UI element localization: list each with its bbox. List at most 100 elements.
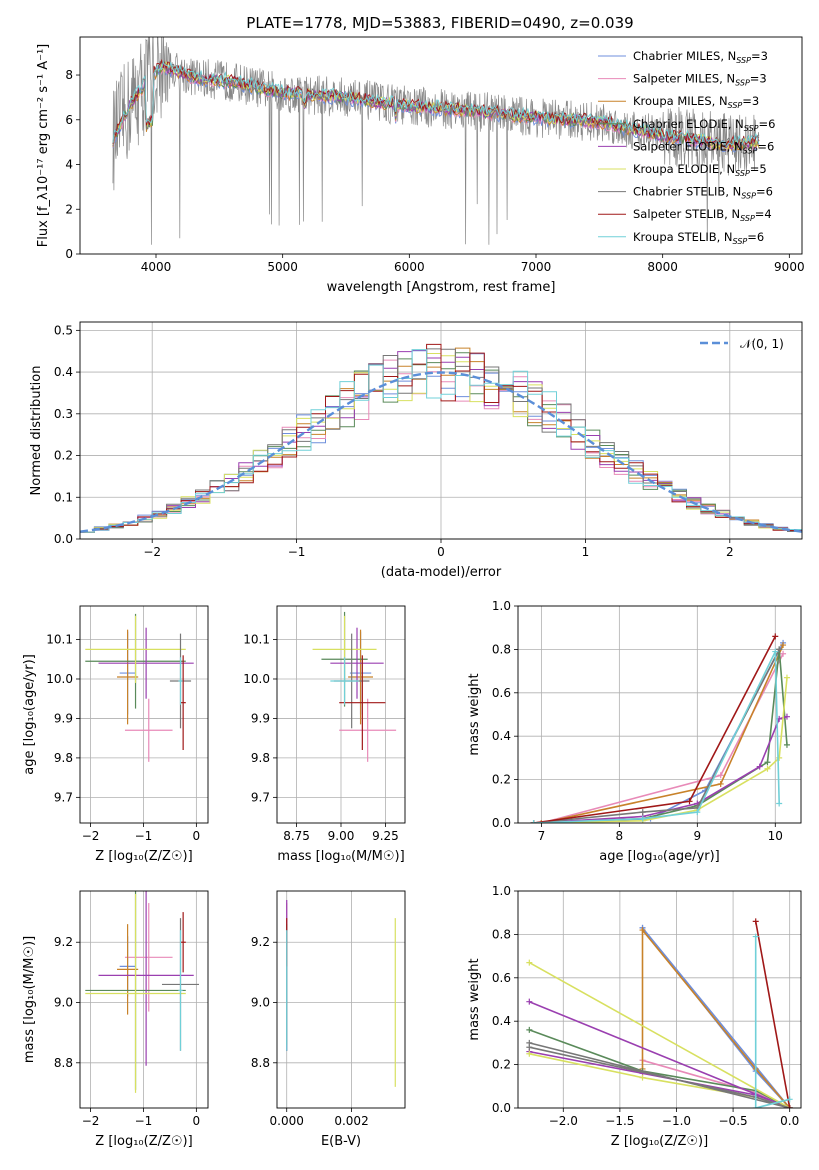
normal-reference-curve xyxy=(80,371,802,533)
errorbar-point xyxy=(98,627,194,699)
y-tick-label: 2 xyxy=(65,202,73,216)
legend-entry: Kroupa ELODIE, NSSP=5 xyxy=(633,162,767,178)
weight-marker xyxy=(752,933,759,940)
x-tick-label: −1.0 xyxy=(662,1114,691,1128)
plot-area xyxy=(286,900,396,1087)
x-axis-label: Z [log₁₀(Z/Z☉)] xyxy=(611,1134,708,1149)
errorbar-point xyxy=(117,924,139,1015)
legend-label-value: =4 xyxy=(755,207,772,221)
y-axis-label: age [log₁₀(age/yr)] xyxy=(22,654,37,775)
legend-label-text: Kroupa ELODIE, N xyxy=(633,162,735,176)
weight-marker xyxy=(530,820,537,823)
legend-label-text: Chabrier ELODIE, N xyxy=(633,117,744,131)
y-tick-label: 0.8 xyxy=(492,927,511,941)
weight-marker xyxy=(694,809,701,816)
legend-label-text: Salpeter ELODIE, N xyxy=(633,139,743,153)
panel-weight_vs_age: 7 8 9 10 0.0 0.2 0.4 0.6 0.8 1.0 age [log₁₀(age/yr… xyxy=(467,599,802,864)
x-tick-label: 4000 xyxy=(141,260,172,274)
y-tick-label: 1.0 xyxy=(492,884,511,898)
legend-label-subscript: SSP xyxy=(735,169,750,178)
y-tick-label: 9.8 xyxy=(251,751,270,765)
x-tick-label: 0 xyxy=(437,545,445,559)
legend-entry: Chabrier MILES, NSSP=3 xyxy=(633,49,768,65)
y-tick-label: 10.1 xyxy=(46,633,73,647)
weight-marker xyxy=(526,959,533,966)
x-tick-label: −2 xyxy=(82,1114,100,1128)
legend-label-subscript: SSP xyxy=(740,214,755,223)
weight-series-line xyxy=(528,961,791,1108)
legend-label-subscript: SSP xyxy=(741,192,756,201)
y-tick-label: 0.6 xyxy=(492,971,511,985)
weight-series-line xyxy=(529,1042,790,1108)
x-tick-label: 5000 xyxy=(267,260,298,274)
grid-lines xyxy=(80,606,208,823)
weight-marker xyxy=(752,918,759,925)
axes-frame xyxy=(517,890,802,1109)
legend-label-subscript: SSP xyxy=(735,79,750,88)
plot-area xyxy=(526,918,793,1108)
weight-marker xyxy=(639,927,646,934)
x-tick-label: 0.0 xyxy=(780,1114,799,1128)
x-tick-label: 7000 xyxy=(521,260,552,274)
errorbar-point xyxy=(117,629,139,725)
weight-series-line xyxy=(533,636,777,823)
legend-entry: Chabrier ELODIE, NSSP=6 xyxy=(633,117,775,133)
legend-label-value: =6 xyxy=(747,230,764,244)
x-tick-label: 8000 xyxy=(647,260,678,274)
grid-lines xyxy=(277,891,405,1108)
plot-area xyxy=(85,613,194,762)
weight-marker xyxy=(717,780,724,787)
y-axis-label: mass [log₁₀(M/M☉)] xyxy=(22,936,37,1063)
y-tick-label: 8 xyxy=(65,68,73,82)
x-tick-label: 9 xyxy=(693,829,701,843)
axes-frame xyxy=(79,321,803,540)
legend-label-text: Chabrier STELIB, N xyxy=(633,185,741,199)
x-tick-label: −0.5 xyxy=(719,1114,748,1128)
x-tick-label: 9000 xyxy=(774,260,805,274)
y-tick-label: 0.5 xyxy=(54,323,73,337)
legend-entry: Chabrier STELIB, NSSP=6 xyxy=(633,185,773,201)
weight-marker xyxy=(786,1105,793,1108)
weight-marker xyxy=(783,674,790,681)
legend-label-text: Chabrier MILES, N xyxy=(633,49,736,63)
weight-series-line xyxy=(541,653,784,823)
weight-marker xyxy=(526,998,533,1005)
panel-age_vs_Z: −2 −1 0 9.7 9.8 9.9 10.0 10.1 Z [log₁₀(Z/Z☉)] age… xyxy=(22,605,209,864)
legend-entry: Salpeter ELODIE, NSSP=6 xyxy=(633,139,774,155)
y-tick-label: 9.7 xyxy=(54,790,73,804)
axes-frame xyxy=(79,605,209,824)
x-tick-label: −2.0 xyxy=(549,1114,578,1128)
weight-marker xyxy=(776,800,783,807)
legend-entry: Kroupa MILES, NSSP=3 xyxy=(633,94,759,110)
legend-label-text: Kroupa MILES, N xyxy=(633,94,728,108)
y-tick-label: 8.8 xyxy=(251,1056,270,1070)
weight-marker xyxy=(764,765,771,772)
residual-legend: 𝒩(0, 1) xyxy=(700,337,784,351)
weight-marker xyxy=(526,1050,533,1057)
weight-marker xyxy=(526,1039,533,1046)
weight-marker xyxy=(786,1096,793,1103)
y-tick-label: 0.0 xyxy=(492,816,511,830)
legend-label-subscript: SSP xyxy=(744,124,759,133)
weight-series-line xyxy=(754,921,791,1108)
x-tick-label: 7 xyxy=(538,829,546,843)
x-tick-label: 10 xyxy=(768,829,783,843)
y-tick-label: 10.1 xyxy=(243,633,270,647)
y-axis-label: mass weight xyxy=(467,958,482,1040)
weight-marker xyxy=(783,741,790,748)
y-axis-label: Flux [f_λ10⁻¹⁷ erg cm⁻² s⁻¹ A⁻¹] xyxy=(36,44,51,248)
errorbar-point xyxy=(178,657,183,705)
plot-area xyxy=(312,611,397,762)
figure-title: PLATE=1778, MJD=53883, FIBERID=0490, z=0… xyxy=(246,14,633,32)
axes-frame xyxy=(517,605,802,824)
y-tick-label: 0.4 xyxy=(54,365,73,379)
legend-label-value: =6 xyxy=(759,117,776,131)
legend-label-text: Salpeter STELIB, N xyxy=(633,207,740,221)
y-axis-label: Normed distribution xyxy=(29,366,44,496)
errorbar-point xyxy=(330,657,359,705)
weight-marker xyxy=(776,754,783,761)
panel-weight_vs_Z: −2.0 −1.5 −1.0 −0.5 0.0 0.0 0.2 0.4 0.6 0.8 1.0 Z [… xyxy=(467,884,802,1149)
errorbar-point xyxy=(339,698,397,762)
